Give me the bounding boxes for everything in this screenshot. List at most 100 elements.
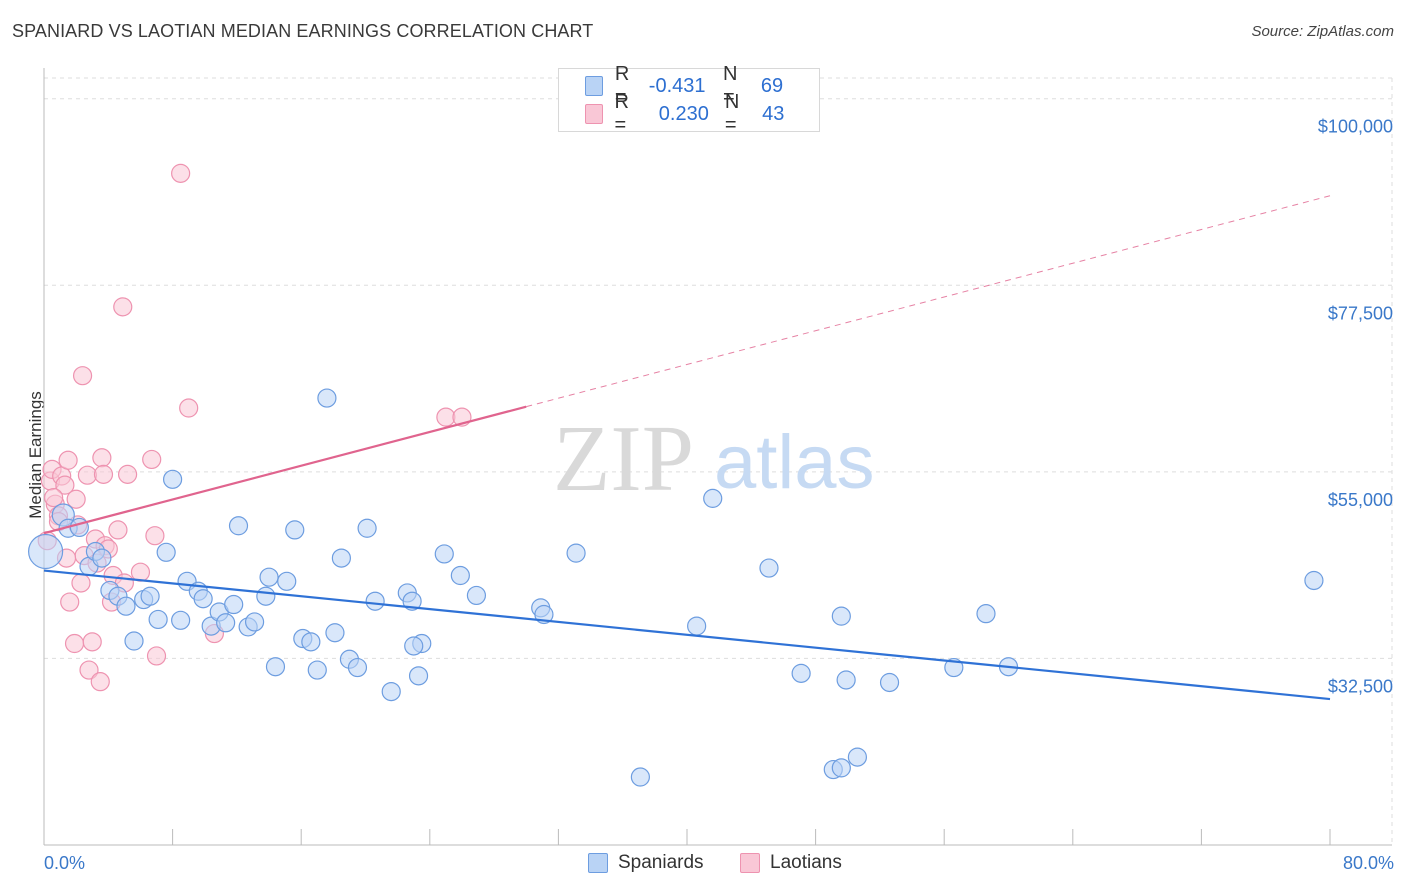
spaniard-point: [408, 666, 429, 686]
laotian-point: [117, 464, 138, 484]
y-tick-label: $100,000: [1318, 117, 1393, 137]
spaniard-point: [450, 565, 470, 586]
spaniard-point: [466, 585, 487, 606]
laotian-point: [145, 526, 165, 546]
spaniard-point: [404, 636, 424, 656]
spaniard-point: [566, 543, 586, 563]
blue-swatch-icon: [585, 76, 603, 96]
laotian-point: [436, 407, 456, 427]
spaniard-point: [228, 516, 249, 536]
spaniard-point: [976, 604, 996, 624]
spaniard-point: [325, 623, 345, 643]
spaniard-point: [69, 517, 89, 538]
legend-row-laotians: R = 0.230 N = 43: [559, 91, 819, 136]
legend-label-laotians: Laotians: [770, 852, 842, 873]
legend-r-value: 0.230: [658, 102, 709, 125]
legend-n-label: N =: [722, 63, 738, 108]
laotian-point: [77, 465, 98, 485]
laotian-point: [90, 672, 110, 692]
spaniard-point: [357, 518, 377, 538]
spaniard-point: [140, 586, 160, 606]
chart-title: SPANIARD VS LAOTIAN MEDIAN EARNINGS CORR…: [12, 21, 594, 41]
spaniard-point: [317, 388, 337, 408]
data-points: [28, 163, 1324, 787]
legend-row-spaniards: R = -0.431 N = 69: [559, 63, 819, 108]
y-tick-label: $55,000: [1328, 490, 1393, 510]
trend-line-laotians: [43, 405, 527, 535]
legend-item-spaniards: Spaniards: [588, 852, 704, 874]
axes: [43, 68, 1392, 846]
spaniard-point: [224, 594, 244, 615]
spaniard-point: [365, 591, 385, 611]
laotian-point: [171, 163, 191, 183]
blue-swatch-icon: [588, 853, 608, 873]
legend-n-label: N =: [724, 91, 740, 136]
trend-lines: [43, 195, 1331, 701]
laotian-point: [44, 487, 64, 508]
legend-r-label: R =: [614, 91, 629, 136]
spaniard-point: [687, 616, 707, 636]
spaniard-point: [331, 548, 351, 568]
trend-line-spaniards: [43, 569, 1331, 701]
laotian-point: [79, 660, 99, 680]
laotian-point: [72, 366, 93, 386]
spaniard-point: [277, 571, 297, 591]
spaniard-point: [381, 681, 401, 702]
spaniard-point: [944, 657, 964, 678]
watermark: ZIP atlas: [553, 407, 875, 511]
legend-r-value: -0.431: [648, 74, 706, 97]
x-tick-label-min: 0.0%: [44, 853, 86, 873]
watermark-atlas: atlas: [714, 420, 875, 505]
spaniard-point: [703, 488, 723, 508]
x-tick-label-max: 80.0%: [1342, 853, 1394, 873]
spaniard-point: [831, 758, 851, 778]
spaniard-point: [847, 747, 867, 767]
watermark-zip: ZIP: [553, 407, 694, 511]
spaniard-point: [28, 533, 64, 570]
laotian-point: [60, 592, 80, 612]
laotian-point: [179, 398, 199, 418]
spaniard-point: [307, 660, 327, 680]
laotian-point: [64, 633, 85, 654]
spaniard-point: [879, 672, 900, 693]
spaniard-point: [116, 596, 136, 616]
laotian-point: [92, 448, 112, 468]
y-tick-labels: $32,500 $55,000 $77,500 $100,000: [1318, 117, 1393, 697]
legend-n-value: 43: [762, 102, 785, 125]
spaniard-point: [836, 670, 856, 690]
y-tick-label: $32,500: [1328, 676, 1393, 696]
legend-label-spaniards: Spaniards: [618, 852, 704, 873]
spaniard-point: [193, 589, 213, 609]
spaniard-point: [402, 591, 422, 611]
spaniard-point: [434, 544, 454, 564]
legend-n-value: 69: [760, 74, 784, 97]
laotian-point: [146, 646, 167, 666]
laotian-point: [82, 632, 102, 652]
spaniard-point: [265, 657, 286, 677]
spaniard-point: [285, 520, 305, 540]
pink-swatch-icon: [740, 853, 760, 873]
laotian-point: [55, 475, 75, 495]
stats-legend: R = -0.431 N = 69 R = 0.230 N = 43: [558, 63, 820, 136]
spaniard-point: [171, 610, 191, 630]
spaniard-point: [92, 548, 112, 568]
spaniard-point: [216, 613, 236, 633]
spaniard-point: [347, 657, 368, 678]
spaniard-point: [1304, 570, 1324, 591]
spaniard-point: [156, 542, 176, 562]
legend-item-laotians: Laotians: [740, 852, 842, 874]
source-note: Source: ZipAtlas.com: [1251, 23, 1394, 40]
spaniard-point: [301, 632, 321, 652]
laotian-point: [142, 449, 162, 470]
y-tick-label: $77,500: [1328, 303, 1393, 323]
laotian-point: [58, 450, 78, 470]
spaniard-point: [630, 767, 650, 787]
laotian-point: [71, 573, 91, 593]
spaniard-point: [244, 612, 265, 632]
legend-r-label: R =: [614, 63, 630, 108]
laotian-point: [113, 297, 133, 317]
spaniard-point: [163, 469, 183, 489]
spaniard-point: [791, 663, 811, 683]
spaniard-point: [124, 631, 144, 651]
